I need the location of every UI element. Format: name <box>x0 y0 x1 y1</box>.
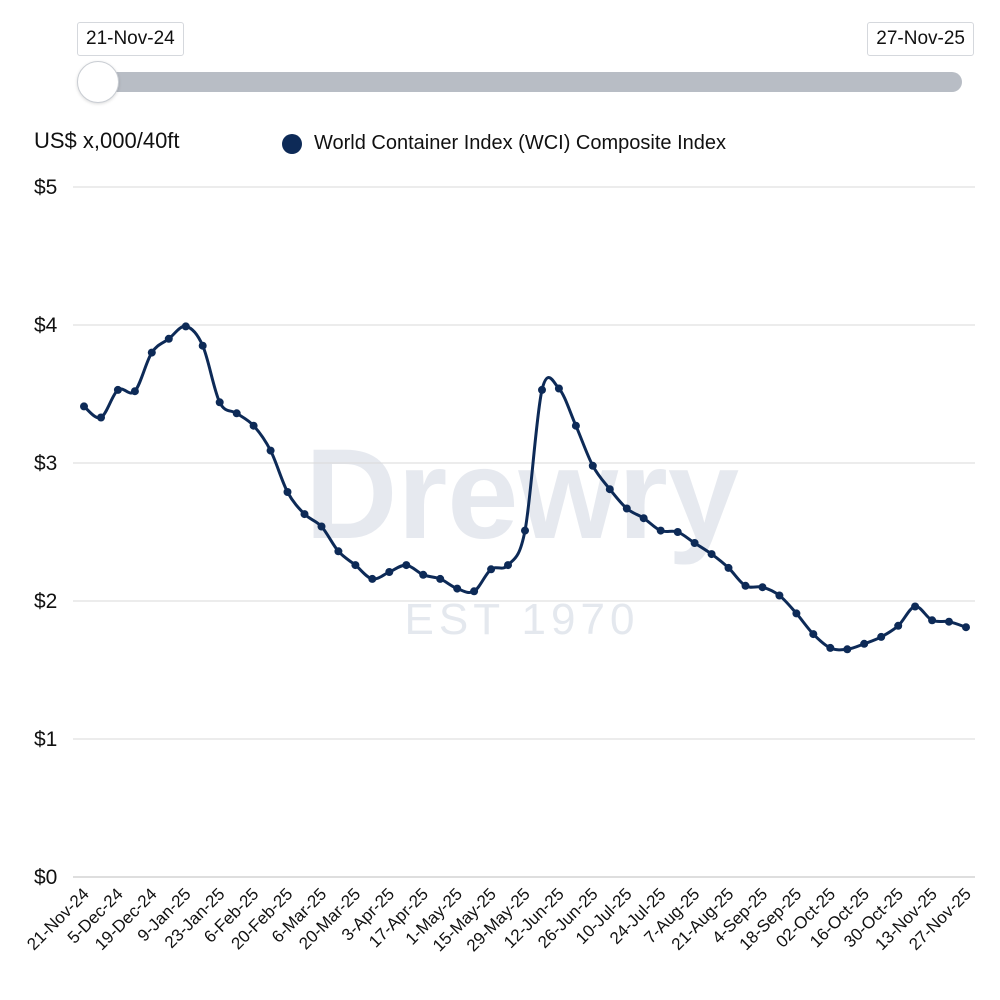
y-tick-label: $4 <box>34 314 58 337</box>
legend-item[interactable]: World Container Index (WCI) Composite In… <box>282 132 726 155</box>
data-point[interactable] <box>775 591 784 600</box>
y-axis-unit-label: US$ x,000/40ft <box>34 128 180 153</box>
data-point[interactable] <box>707 550 716 559</box>
data-point[interactable] <box>656 526 665 535</box>
range-end-date[interactable]: 27-Nov-25 <box>867 22 974 56</box>
data-point[interactable] <box>554 384 563 393</box>
data-point[interactable] <box>792 609 801 618</box>
data-point[interactable] <box>300 510 309 519</box>
y-tick-label: $0 <box>34 866 57 889</box>
data-point[interactable] <box>724 563 733 572</box>
data-point[interactable] <box>571 421 580 430</box>
legend-marker-icon <box>282 133 302 154</box>
y-tick-label: $5 <box>34 176 57 199</box>
data-point[interactable] <box>97 413 105 422</box>
y-gridlines <box>73 186 975 878</box>
data-point[interactable] <box>894 621 903 630</box>
data-point[interactable] <box>521 526 529 535</box>
data-point[interactable] <box>80 402 88 411</box>
data-point[interactable] <box>470 587 479 596</box>
data-point[interactable] <box>453 584 462 593</box>
data-point[interactable] <box>758 583 767 592</box>
data-point[interactable] <box>945 617 953 626</box>
data-point[interactable] <box>436 574 445 583</box>
data-point[interactable] <box>385 568 394 576</box>
data-point[interactable] <box>419 570 428 579</box>
legend-label: World Container Index (WCI) Composite In… <box>314 132 727 154</box>
data-point[interactable] <box>283 488 292 496</box>
data-point[interactable] <box>741 581 750 590</box>
data-point[interactable] <box>826 643 835 652</box>
range-start-date[interactable]: 21-Nov-24 <box>77 22 184 56</box>
x-axis: 21-Nov-245-Dec-2419-Dec-249-Jan-2523-Jan… <box>23 884 975 955</box>
data-point[interactable] <box>266 446 275 455</box>
data-point[interactable] <box>928 616 937 625</box>
y-tick-label: $1 <box>34 728 57 751</box>
range-slider-handle[interactable] <box>77 61 119 103</box>
data-point[interactable] <box>487 565 496 574</box>
data-point[interactable] <box>334 547 343 556</box>
data-point[interactable] <box>402 561 411 570</box>
data-point[interactable] <box>181 322 190 331</box>
data-point[interactable] <box>639 514 648 523</box>
data-point[interactable] <box>538 385 546 394</box>
data-point[interactable] <box>962 623 970 632</box>
data-point[interactable] <box>504 561 512 570</box>
data-point[interactable] <box>317 522 326 531</box>
data-point[interactable] <box>911 602 920 611</box>
watermark: Drewry EST 1970 <box>305 423 739 644</box>
data-point[interactable] <box>147 348 156 357</box>
data-point[interactable] <box>351 561 360 570</box>
y-tick-label: $3 <box>34 452 57 475</box>
data-point[interactable] <box>249 421 258 430</box>
y-axis: $0 $1 $2 $3 $4 $5 <box>34 176 58 889</box>
data-point[interactable] <box>843 645 852 654</box>
data-point[interactable] <box>368 574 377 583</box>
data-point[interactable] <box>232 409 241 418</box>
data-point[interactable] <box>622 504 631 513</box>
y-tick-label: $2 <box>34 590 57 613</box>
range-slider-track[interactable] <box>80 72 962 92</box>
data-point[interactable] <box>198 341 207 350</box>
data-point[interactable] <box>605 485 614 494</box>
data-points <box>80 322 970 654</box>
data-point[interactable] <box>690 539 699 547</box>
data-point[interactable] <box>588 461 597 470</box>
data-point[interactable] <box>130 387 139 396</box>
data-point[interactable] <box>877 632 886 641</box>
data-point[interactable] <box>809 630 818 639</box>
data-point[interactable] <box>215 398 224 407</box>
data-point[interactable] <box>113 385 122 394</box>
data-point[interactable] <box>164 334 173 343</box>
watermark-tagline: EST 1970 <box>405 595 640 644</box>
data-point[interactable] <box>860 639 869 648</box>
data-point[interactable] <box>673 528 682 536</box>
